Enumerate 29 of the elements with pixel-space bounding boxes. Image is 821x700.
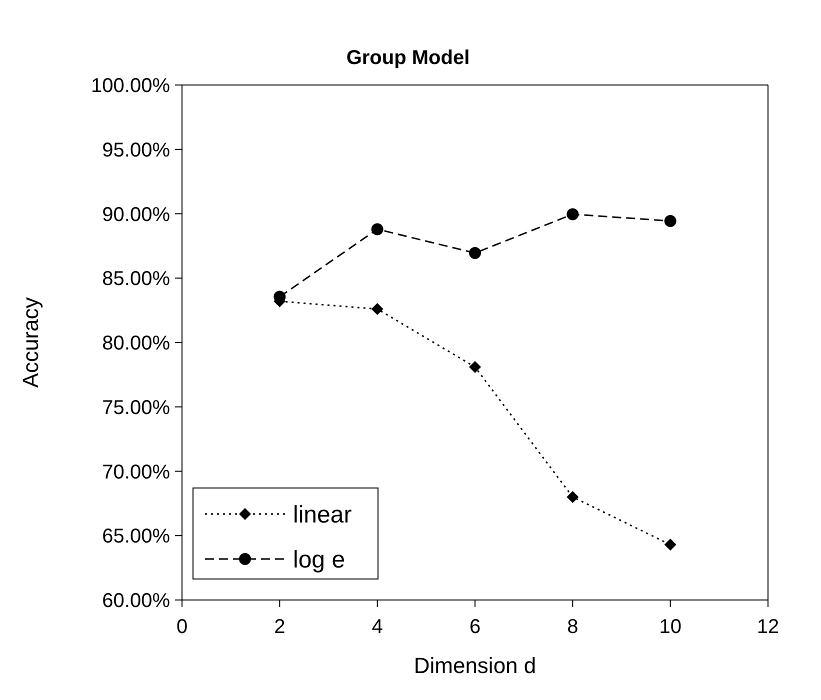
point <box>566 491 579 503</box>
y-tick-label: 80.00% <box>102 332 170 354</box>
point <box>469 360 481 373</box>
y-tick-label: 75.00% <box>102 396 170 419</box>
legend-label: linear <box>293 501 352 528</box>
legend-label: log e <box>293 546 346 574</box>
chart-title: Group Model <box>346 47 470 69</box>
x-axis-title: Dimension d <box>414 653 536 678</box>
y-tick-label: 60.00% <box>102 590 170 612</box>
y-tick-label: 90.00% <box>102 204 170 226</box>
x-tick-label: 4 <box>372 616 383 638</box>
x-tick-label: 10 <box>659 616 682 638</box>
y-tick-label: 70.00% <box>102 461 170 484</box>
x-tick-label: 2 <box>274 616 286 638</box>
y-tick-label: 95.00% <box>102 139 170 162</box>
x-tick-label: 0 <box>176 616 188 638</box>
x-tick-label: 12 <box>756 616 780 638</box>
point <box>664 538 676 551</box>
point <box>664 214 676 227</box>
x-tick-label: 8 <box>567 616 578 638</box>
y-tick-label: 65.00% <box>102 526 170 548</box>
point <box>371 223 384 236</box>
y-tick-label: 100.00% <box>91 75 170 97</box>
y-tick-label: 85.00% <box>102 268 170 290</box>
point <box>371 303 384 316</box>
point <box>566 208 579 220</box>
y-axis-title: Accuracy <box>18 297 43 388</box>
x-tick-label: 6 <box>469 616 481 638</box>
point <box>469 247 481 260</box>
